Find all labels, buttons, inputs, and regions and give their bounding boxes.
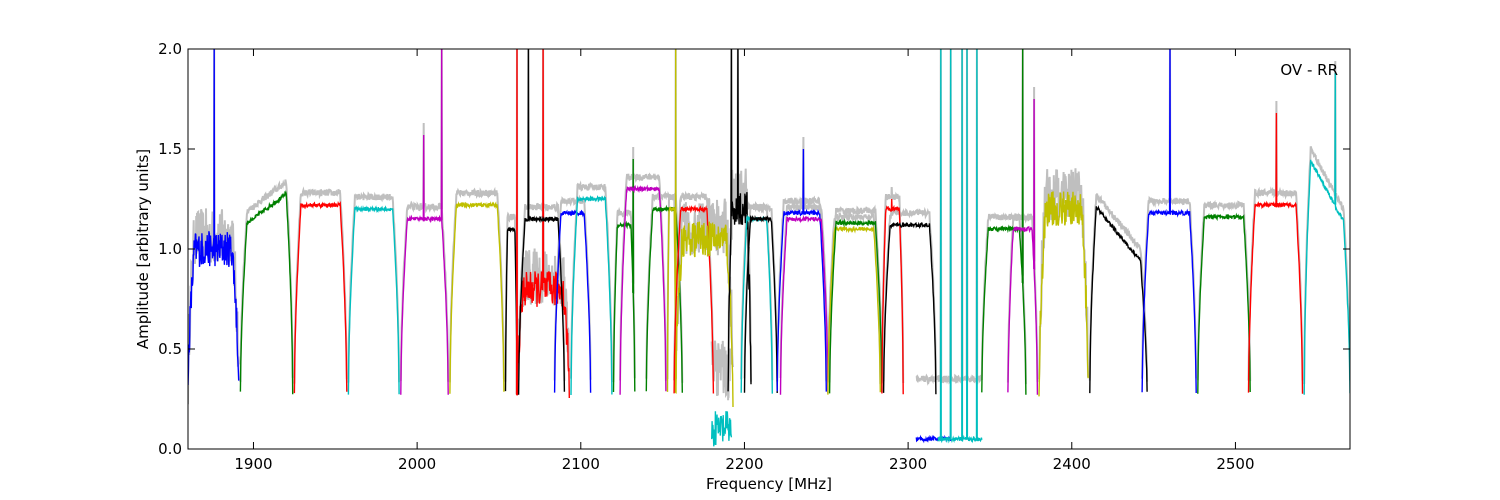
- series-line: [666, 49, 677, 394]
- series-line: [1038, 191, 1089, 397]
- spectrum-series: [188, 49, 1350, 447]
- series-line: [743, 214, 778, 394]
- series-line: [570, 194, 613, 396]
- y-axis-label: Amplitude [arbitrary units]: [134, 149, 152, 349]
- x-tick-label: 2300: [889, 455, 927, 473]
- reference-line: [570, 180, 613, 381]
- series-line: [517, 49, 566, 395]
- reference-line: [347, 191, 401, 383]
- series-line: [882, 221, 937, 395]
- series-line: [619, 184, 667, 395]
- reference-line: [1247, 100, 1304, 381]
- series-line: [981, 49, 1027, 395]
- series-line: [553, 209, 592, 393]
- series-line: [612, 158, 636, 393]
- series-line: [675, 221, 734, 408]
- x-tick-label: 1900: [234, 455, 272, 473]
- reference-line: [828, 204, 883, 383]
- series-line: [673, 204, 715, 394]
- reference-line: [612, 146, 636, 383]
- series-line: [827, 225, 881, 395]
- reference-line: [239, 179, 294, 383]
- series-line: [1303, 72, 1350, 395]
- series-line: [239, 190, 294, 395]
- x-tick-label: 2200: [725, 455, 763, 473]
- y-tick-label: 1.0: [158, 240, 182, 258]
- series-line: [504, 226, 518, 392]
- series-line: [449, 201, 505, 394]
- series-line: [937, 49, 983, 444]
- reference-line: [619, 172, 667, 381]
- reference-line: [448, 186, 505, 383]
- y-axis: 0.0 0.5 1.0 1.5 2.0: [158, 40, 1350, 458]
- x-tick-label: 2400: [1053, 455, 1091, 473]
- y-tick-label: 0.5: [158, 340, 182, 358]
- reference-line: [1303, 60, 1350, 385]
- reference-line: [1038, 168, 1090, 380]
- reference-line: [553, 194, 592, 381]
- reference-line: [1088, 193, 1149, 382]
- reference-line: [776, 136, 828, 382]
- reference-line: [673, 190, 715, 381]
- reference-line: [517, 49, 566, 381]
- series-line: [1197, 212, 1251, 394]
- series-line: [1247, 112, 1304, 394]
- y-tick-label: 2.0: [158, 40, 182, 58]
- reference-line: [936, 49, 983, 385]
- x-axis: 1900 2000 2100 2200 2300 2400 2500: [234, 49, 1255, 473]
- x-tick-label: 2100: [562, 455, 600, 473]
- series-line: [711, 411, 733, 447]
- series-line: [881, 198, 904, 395]
- series-line: [400, 49, 449, 395]
- x-tick-label: 2000: [398, 455, 436, 473]
- series-line: [776, 148, 827, 392]
- series-line: [347, 205, 400, 395]
- series-line: [828, 218, 883, 394]
- series-line: [515, 49, 570, 399]
- reference-line: [980, 49, 1027, 385]
- series-line: [779, 214, 829, 395]
- polarization-annotation: OV - RR: [1280, 61, 1338, 79]
- reference-line: [504, 211, 518, 382]
- reference-line: [880, 186, 905, 384]
- x-axis-label: Frequency [MHz]: [706, 475, 832, 493]
- series-line: [293, 200, 348, 394]
- series-line: [740, 214, 773, 394]
- series-line: [188, 49, 240, 386]
- y-tick-label: 0.0: [158, 440, 182, 458]
- series-line: [1007, 98, 1039, 395]
- reference-line: [293, 186, 348, 384]
- reference-line: [1196, 199, 1252, 382]
- series-line: [1141, 49, 1197, 394]
- reference-line: [915, 373, 952, 386]
- x-tick-label: 2500: [1216, 455, 1254, 473]
- reference-line: [882, 206, 937, 382]
- y-tick-label: 1.5: [158, 140, 182, 158]
- series-line: [727, 49, 752, 392]
- series-line: [1089, 204, 1148, 394]
